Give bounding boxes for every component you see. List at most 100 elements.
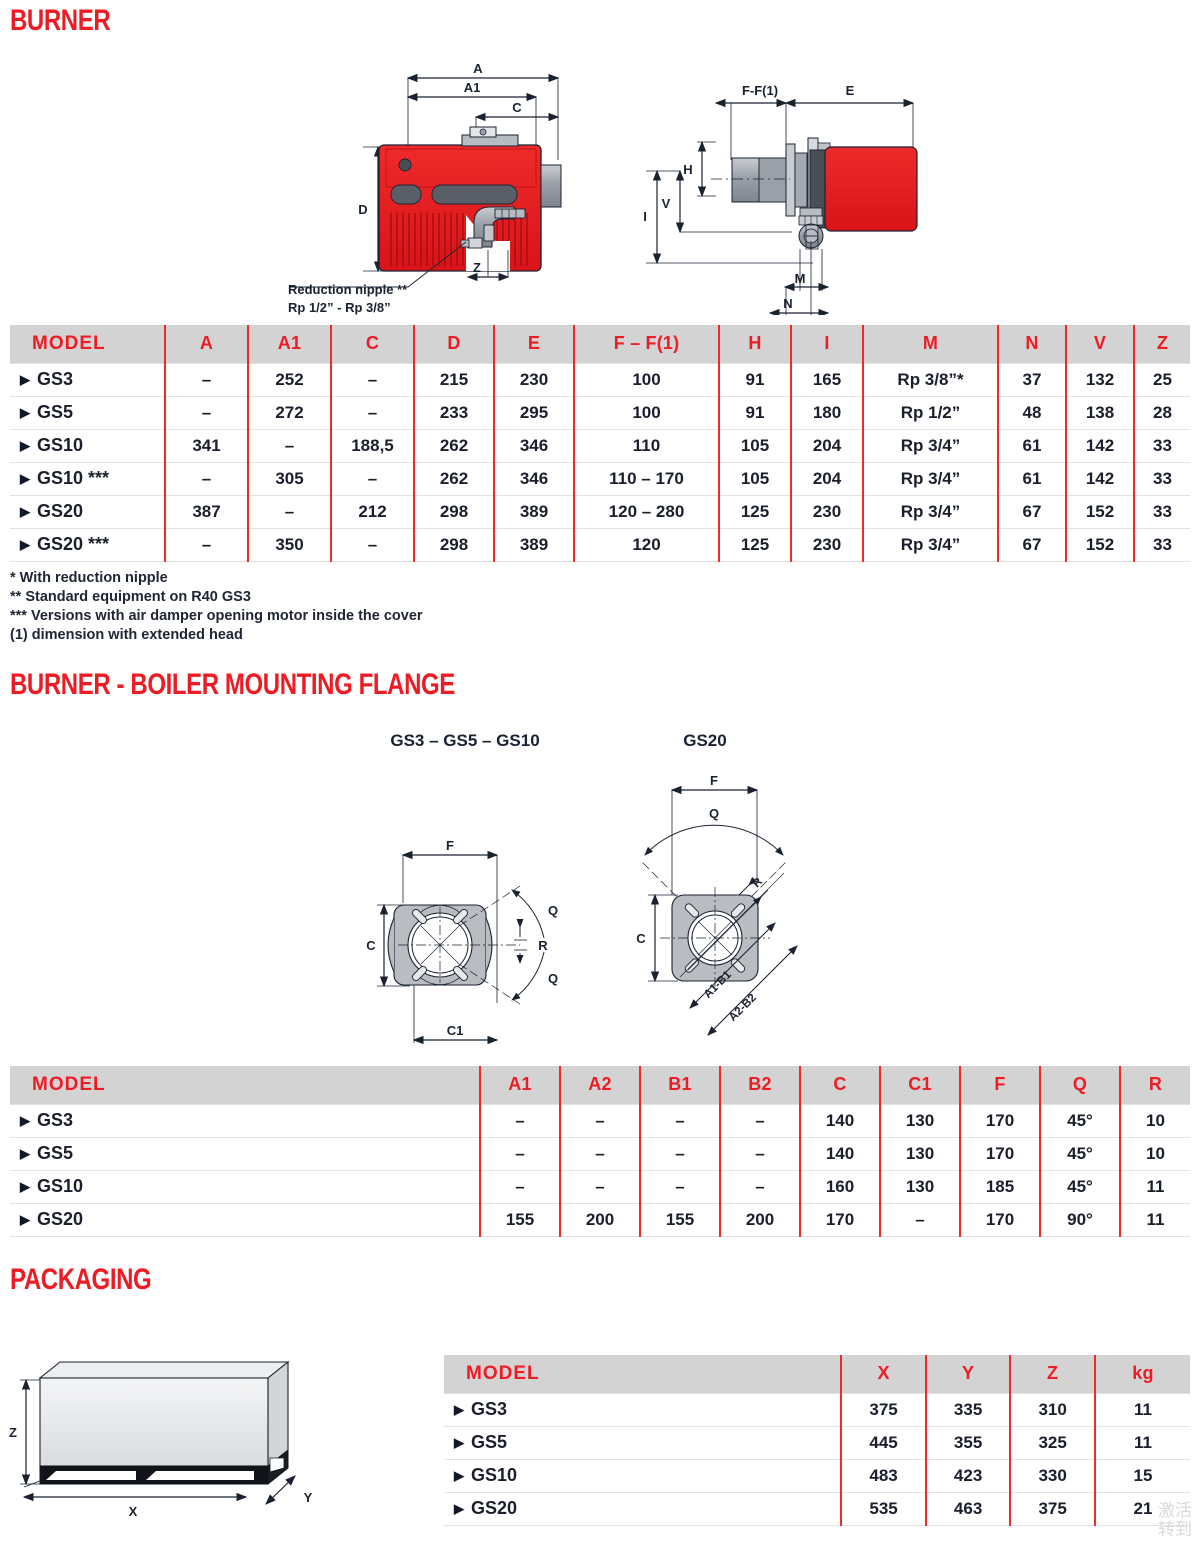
value-cell: 140 [799,1103,880,1138]
burner-col-f: F – F(1) [573,325,719,363]
value-cell: 295 [493,396,574,430]
flange-left-dim-q-bottom: Q [548,971,558,986]
value-cell: 61 [997,462,1066,496]
value-cell: 355 [924,1426,1011,1460]
value-cell: 15 [1093,1459,1190,1493]
value-cell: 170 [959,1103,1040,1138]
value-cell: – [164,462,248,496]
value-cell: 91 [718,396,791,430]
value-cell: 387 [164,495,248,529]
flange-drawings-svg: F C [366,773,798,1045]
model-cell: ▶ GS10 [444,1459,842,1493]
value-cell: 252 [247,362,331,397]
burner-table-body: ▶ GS3–252–215 230 100 91 165 Rp 3/8”* 37 132 25 ▶ G… [10,362,1190,562]
value-cell: 37 [997,362,1066,397]
burner-footnotes: * With reduction nipple ** Standard equi… [10,569,423,646]
value-cell: – [559,1103,640,1138]
value-cell: Rp 3/4” [862,462,998,496]
table-row: ▶ GS3– – – –140 130 170 45° 10 [10,1103,1190,1138]
value-cell: Rp 3/8”* [862,362,998,397]
flange-right-dim-f: F [710,773,718,788]
value-cell: 11 [1119,1170,1190,1204]
packaging-section-title: PACKAGING [10,1263,152,1296]
triangle-bullet-icon: ▶ [454,1501,464,1516]
value-cell: – [559,1170,640,1204]
dim-m-label: M [795,271,806,286]
value-cell: 10 [1119,1103,1190,1138]
model-label: GS10 [471,1465,518,1485]
model-cell: ▶ GS3 [10,362,165,397]
table-row: ▶ GS5 445 355 325 11 [444,1426,1190,1460]
burner-table-header-row: MODEL A A1 C D E F – F(1) H I M N V Z [10,325,1190,363]
burner-section-heading: BURNER [10,6,135,36]
triangle-bullet-icon: ▶ [20,537,30,552]
value-cell: 28 [1133,396,1190,430]
flange-caption-gs3-gs5-gs10: GS3 – GS5 – GS10 [390,731,540,750]
dim-a-label: A [473,61,483,76]
packaging-section-heading: PACKAGING [10,1265,187,1295]
burner-col-n: N [997,325,1066,363]
value-cell: 170 [799,1203,880,1237]
value-cell: 110 [573,429,719,463]
flange-col-c1: C1 [879,1066,960,1104]
value-cell: 45° [1039,1103,1120,1138]
triangle-bullet-icon: ▶ [20,1179,30,1194]
table-row: ▶ GS20 387–212 298 389 120 – 280 125 230 Rp 3/4”… [10,495,1190,529]
model-label: GS20 [471,1498,518,1518]
watermark: 激活 转到 [1158,1501,1192,1541]
value-cell: 233 [413,396,494,430]
watermark-line-2: 转到 [1158,1520,1192,1541]
value-cell: 200 [719,1203,800,1237]
flange-dimensions-table: MODEL A1 A2 B1 B2 C C1 F Q R ▶ GS3– – – –140… [10,1066,1190,1237]
packaging-table-head: MODEL X Y Z kg [444,1355,1190,1393]
flange-right-dim-r: R [751,875,766,890]
value-cell: – [330,396,414,430]
value-cell: 91 [718,362,791,397]
flange-drawing-area: F C [0,755,1198,1055]
value-cell: 100 [573,396,719,430]
value-cell: 100 [573,362,719,397]
dim-e-label: E [846,83,855,98]
value-cell: 120 [573,528,719,562]
model-label: GS10 *** [37,468,110,488]
flange-col-model: MODEL [10,1066,480,1104]
triangle-bullet-icon: ▶ [20,405,30,420]
burner-col-h: H [718,325,791,363]
packaging-box-svg: Z X Y [9,1360,313,1519]
dim-h-label: H [683,162,692,177]
table-row: ▶ GS10– – – –160 130 185 45° 11 [10,1170,1190,1204]
value-cell: 325 [1009,1426,1095,1460]
value-cell: – [479,1137,560,1171]
value-cell: 125 [718,528,791,562]
model-label: GS10 [37,1176,84,1196]
value-cell: 67 [997,495,1066,529]
value-cell: 305 [247,462,331,496]
packaging-col-x: X [840,1355,926,1393]
flange-left-dim-f: F [446,838,454,853]
burner-col-a1: A1 [247,325,331,363]
value-cell: 204 [790,429,863,463]
flange-right-drawing: F Q C [636,773,798,1036]
table-row: ▶ GS5–272–233 295 100 91 180 Rp 1/2” 48 138 28 [10,396,1190,430]
value-cell: 130 [879,1103,960,1138]
value-cell: 90° [1039,1203,1120,1237]
value-cell: 262 [413,429,494,463]
value-cell: 298 [413,495,494,529]
packaging-table-header-row: MODEL X Y Z kg [444,1355,1190,1393]
model-cell: ▶ GS20 *** [10,528,165,562]
value-cell: 200 [559,1203,640,1237]
value-cell: 375 [1009,1492,1095,1526]
flange-table-header-row: MODEL A1 A2 B1 B2 C C1 F Q R [10,1066,1190,1104]
value-cell: 10 [1119,1137,1190,1171]
flange-col-q: Q [1039,1066,1120,1104]
value-cell: 11 [1093,1392,1190,1427]
flange-col-b1: B1 [639,1066,720,1104]
value-cell: 330 [1009,1459,1095,1493]
value-cell: 21 [1093,1492,1190,1526]
burner-drawings-svg: A A1 C D [288,61,918,318]
value-cell: Rp 3/4” [862,528,998,562]
model-label: GS10 [37,435,84,455]
value-cell: 132 [1065,362,1134,397]
flange-left-dim-r: R [538,938,548,953]
footnote-2: ** Standard equipment on R40 GS3 [10,589,251,606]
